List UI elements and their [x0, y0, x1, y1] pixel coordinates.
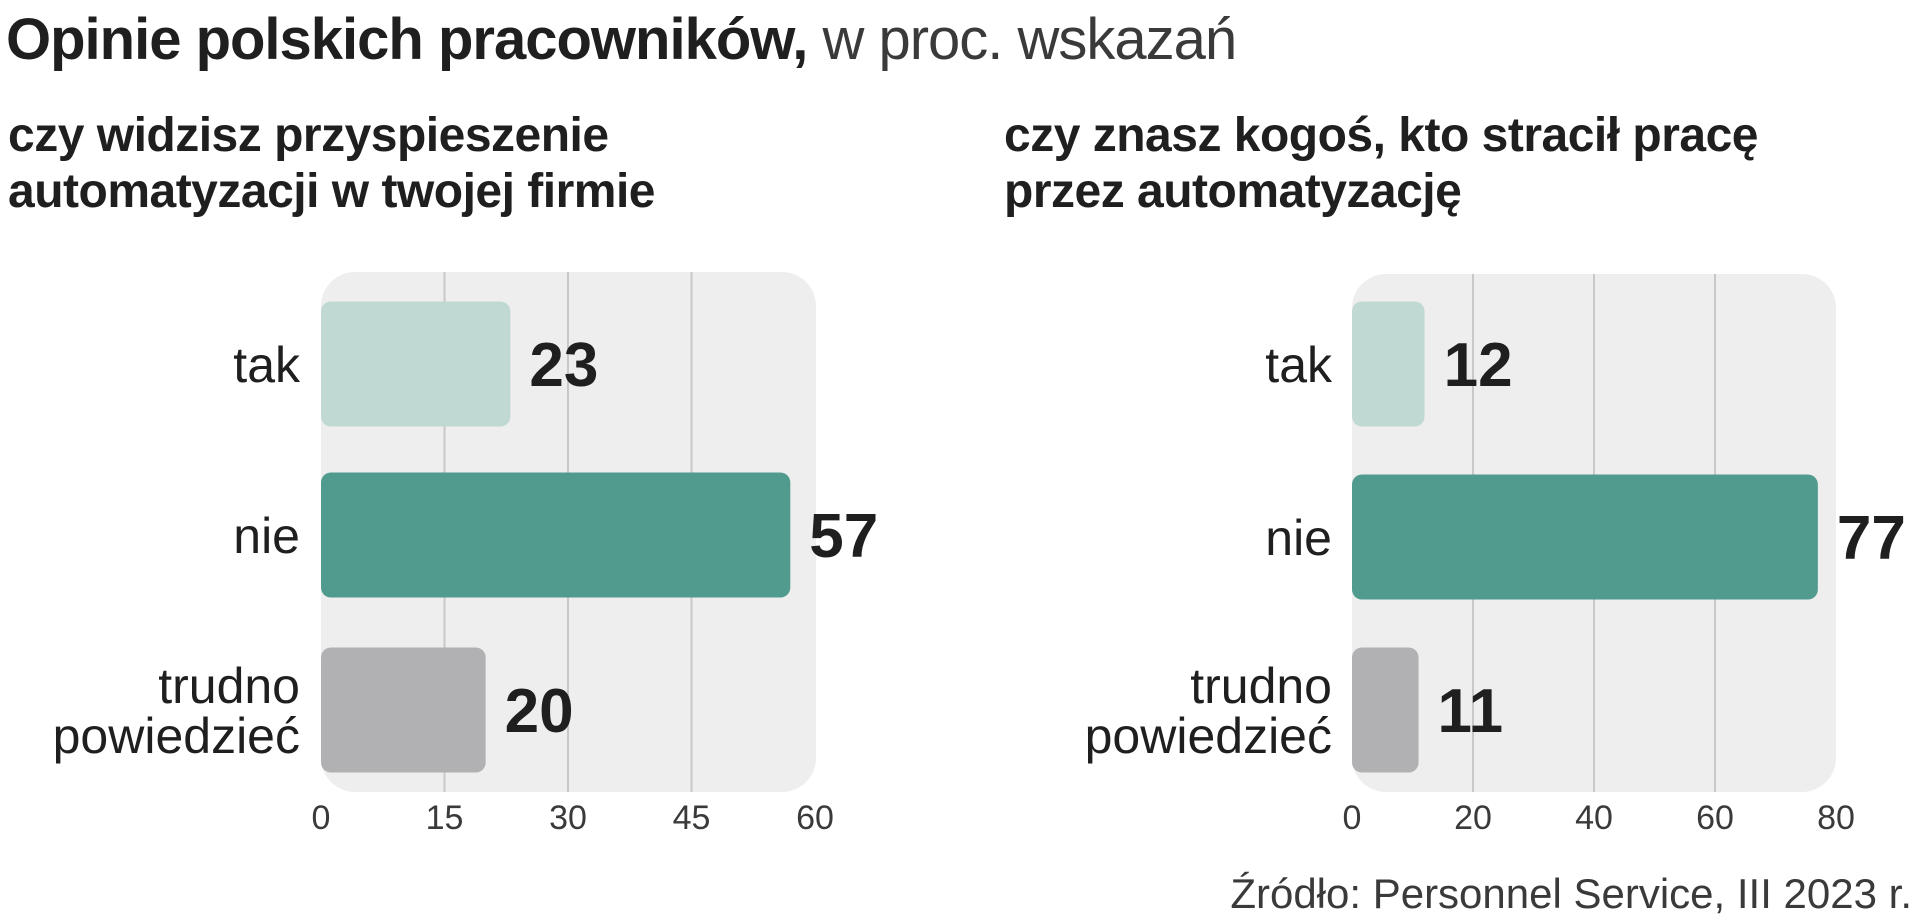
chart-title-job-loss: czy znasz kogoś, kto stracił pracę przez… [1004, 108, 1758, 220]
category-label: powiedzieć [53, 708, 300, 764]
tick-label: 40 [1575, 799, 1613, 837]
data-label: 77 [1837, 504, 1906, 573]
tick-label: 60 [1696, 799, 1734, 837]
tick-label: 0 [312, 799, 331, 837]
bar [1352, 474, 1818, 600]
category-label: tak [1265, 337, 1333, 393]
category-label: tak [233, 337, 301, 393]
bar [321, 647, 486, 773]
data-label: 12 [1444, 331, 1513, 400]
chart-title-line: czy znasz kogoś, kto stracił pracę [1004, 109, 1758, 162]
tick-label: 20 [1454, 799, 1492, 837]
page-header: Opinie polskich pracowników, w proc. wsk… [6, 2, 1237, 78]
bar [321, 472, 791, 598]
page-title: Opinie polskich pracowników, [6, 7, 808, 72]
bar [321, 301, 511, 427]
tick-label: 60 [796, 799, 834, 837]
tick-label: 30 [549, 799, 587, 837]
category-label: nie [233, 508, 300, 564]
category-label: trudno [1190, 658, 1332, 714]
tick-label: 0 [1343, 799, 1362, 837]
tick-label: 45 [673, 799, 711, 837]
bar [1352, 301, 1425, 427]
chart-title-line: przez automatyzację [1004, 165, 1462, 218]
chart-title-line: automatyzacji w twojej firmie [8, 165, 656, 218]
data-label: 20 [505, 677, 574, 746]
data-label: 11 [1438, 677, 1504, 746]
tick-label: 15 [426, 799, 464, 837]
chart-title-line: czy widzisz przyspieszenie [8, 109, 609, 162]
category-label: trudno [158, 658, 300, 714]
page-title-unit: w proc. wskazań [807, 7, 1237, 72]
tick-label: 80 [1817, 799, 1855, 837]
data-label: 23 [529, 331, 598, 400]
chart-title-automation-acceleration: czy widzisz przyspieszenie automatyzacji… [8, 108, 656, 220]
category-label: nie [1265, 510, 1332, 566]
category-label: powiedzieć [1085, 708, 1332, 764]
bar [1352, 647, 1419, 773]
data-label: 57 [809, 502, 878, 571]
source-note: Źródło: Personnel Service, III 2023 r. [1230, 870, 1912, 917]
